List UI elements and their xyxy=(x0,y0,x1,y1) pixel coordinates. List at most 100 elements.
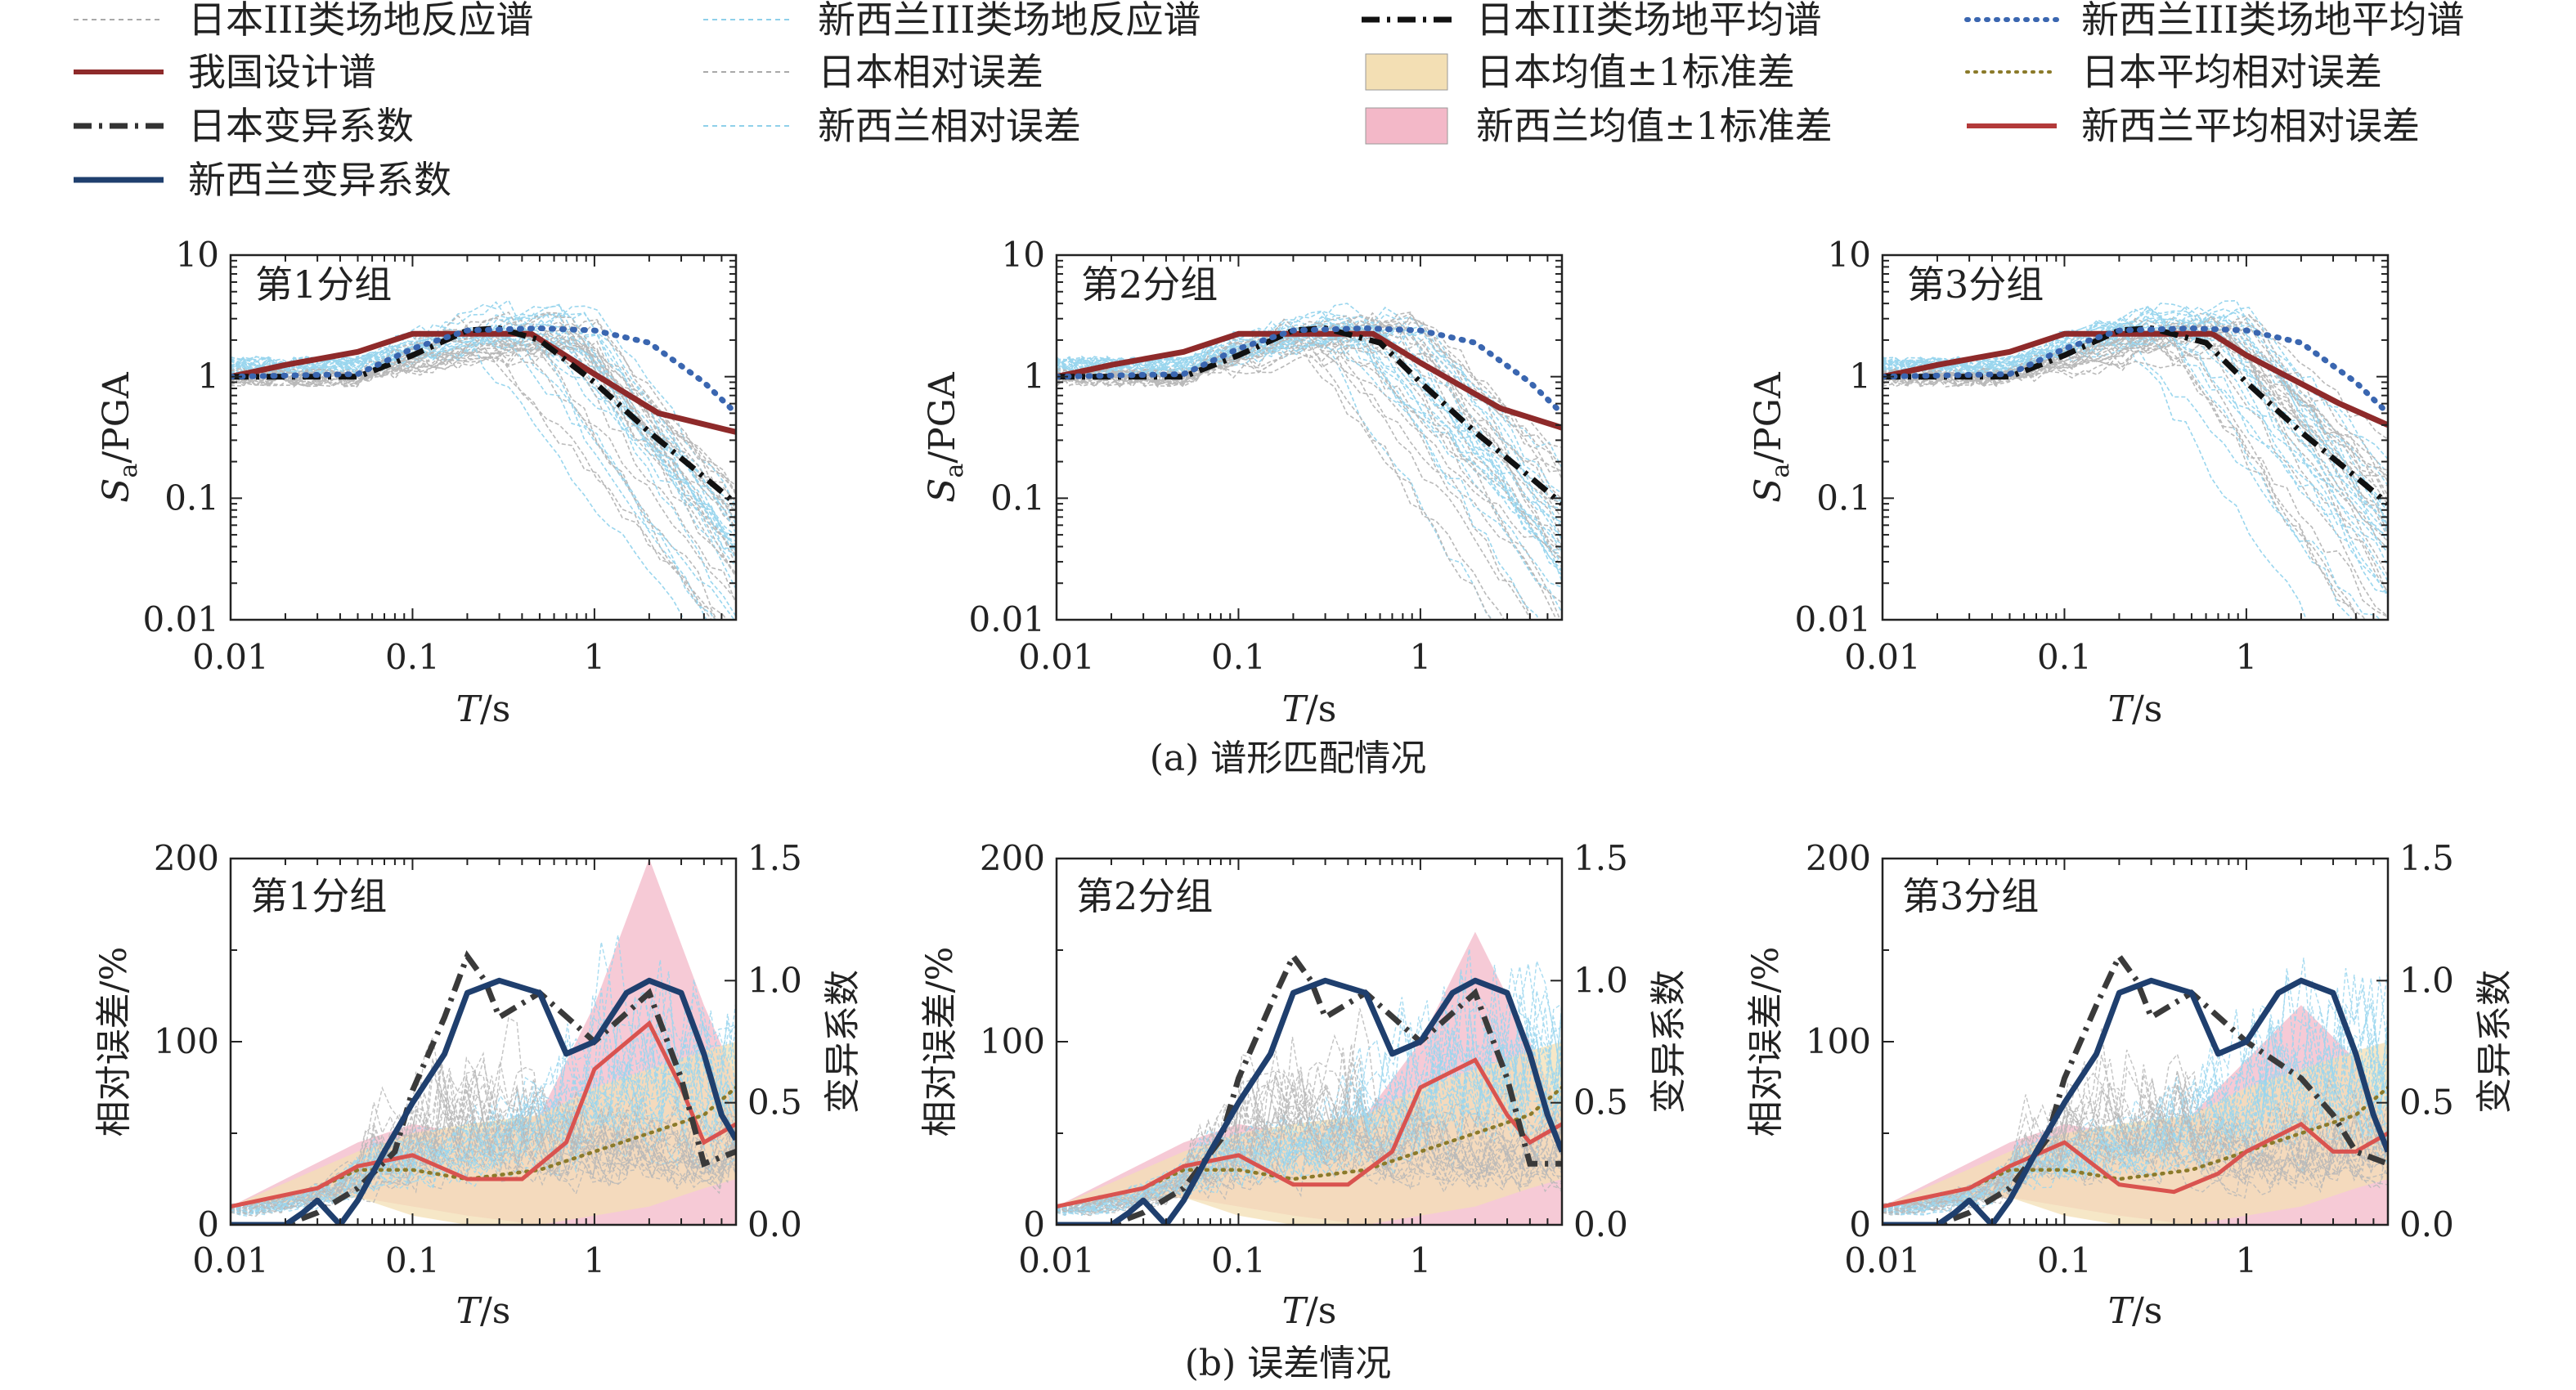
caption-a: (a) 谱形匹配情况 xyxy=(1150,738,1427,779)
jp-record-spectrum xyxy=(231,312,736,530)
legend-label: 日本均值±1标准差 xyxy=(1476,50,1795,94)
x-tick-label: 0.01 xyxy=(192,1240,269,1280)
series-line xyxy=(231,330,736,435)
jp-cov xyxy=(1057,950,1562,1225)
y-tick-label-right: 0.5 xyxy=(747,1083,802,1123)
y-axis-title-right: 变异系数 xyxy=(2474,970,2515,1114)
y-tick-label-left: 100 xyxy=(980,1021,1045,1061)
y-axis-title-left: 相对误差/% xyxy=(919,947,961,1137)
panel-label: 第3分组 xyxy=(1907,262,2044,307)
nz-record-error xyxy=(231,993,736,1213)
panel-spectra-group-3: 0.01 0.1 1 10 0.01 0.1 1 T/s Sa/PGA 第3分组 xyxy=(1748,235,2390,730)
y-axis-title-right: 变异系数 xyxy=(822,970,864,1114)
series-line xyxy=(1883,325,2388,506)
x-tick-label: 1 xyxy=(2236,1240,2258,1280)
legend-label: 新西兰III类场地平均谱 xyxy=(2081,0,2465,42)
series-line xyxy=(1057,325,1562,506)
x-axis-title: T/s xyxy=(456,688,511,730)
plot-area xyxy=(1057,303,1562,620)
jp-record-spectrum xyxy=(1057,316,1562,469)
x-tick-label: 0.1 xyxy=(385,1240,440,1280)
nz-cov xyxy=(1883,977,2388,1225)
jp-record-error xyxy=(231,1091,736,1215)
nz-record-spectrum xyxy=(1883,319,2388,531)
x-tick-label: 1 xyxy=(1410,1240,1432,1280)
nz-record-error xyxy=(231,1022,736,1213)
y-tick-label-left: 100 xyxy=(1806,1021,1871,1061)
y-tick-label-right: 0.0 xyxy=(1573,1204,1628,1244)
jp-record-error xyxy=(1057,1059,1562,1212)
nz-record-error xyxy=(1883,1006,2388,1214)
record-spectra xyxy=(231,299,736,620)
plot-frame xyxy=(1055,253,1564,621)
nz-record-error xyxy=(1057,1012,1562,1212)
jp-record-spectrum xyxy=(231,335,736,486)
legend-label: 日本平均相对误差 xyxy=(2081,50,2382,94)
caption-b: (b) 误差情况 xyxy=(1185,1343,1391,1384)
nz-record-error xyxy=(1057,969,1562,1214)
nz-record-spectrum xyxy=(231,334,736,512)
legend-item-nz_spectra: 新西兰III类场地反应谱 xyxy=(703,0,1201,42)
jp-record-spectrum xyxy=(1883,325,2388,478)
legend-item-jp_mean: 日本III类场地平均谱 xyxy=(1362,0,1822,42)
legend-label: 新西兰平均相对误差 xyxy=(2081,104,2420,148)
plot-area xyxy=(1883,299,2388,620)
panel-spectra-group-2: 0.01 0.1 1 10 0.01 0.1 1 T/s Sa/PGA 第2分组 xyxy=(922,235,1564,730)
nz-record-error xyxy=(1883,1004,2388,1212)
jp-record-error xyxy=(231,1059,736,1212)
nz-record-error xyxy=(1057,990,1562,1211)
nz-record-spectrum xyxy=(1883,319,2381,620)
y-tick-label: 0.1 xyxy=(990,478,1045,518)
y-tick-label: 10 xyxy=(1002,235,1045,275)
y-tick-label: 0.1 xyxy=(1816,478,1871,518)
jp-cov xyxy=(1883,950,2388,1225)
legend-label: 新西兰相对误差 xyxy=(818,104,1081,148)
nz-record-spectrum xyxy=(231,333,736,542)
jp-record-spectrum xyxy=(1057,321,1562,504)
plot-area xyxy=(231,299,736,620)
series-line xyxy=(1057,330,1562,431)
jp-mean-rel-error xyxy=(1883,1085,2388,1208)
nz-record-spectrum xyxy=(231,324,707,620)
nz-record-spectrum xyxy=(231,331,735,620)
legend-label: 新西兰III类场地反应谱 xyxy=(818,0,1201,42)
y-tick-label-right: 1.0 xyxy=(1573,960,1628,1000)
x-axis-title: T/s xyxy=(1282,688,1337,730)
x-axis-title: T/s xyxy=(456,1290,511,1332)
jp-record-spectrum xyxy=(231,334,736,495)
jp-record-spectrum xyxy=(231,312,736,503)
series-line xyxy=(1883,325,2388,416)
jp-record-error xyxy=(1883,1080,2388,1214)
y-axis-title-left: 相对误差/% xyxy=(1745,947,1787,1137)
x-tick-label: 0.01 xyxy=(1844,637,1921,677)
nz-record-spectrum xyxy=(1057,328,1562,509)
nz-record-error xyxy=(1057,1004,1562,1217)
nz-record-error xyxy=(1057,964,1562,1213)
nz-record-error xyxy=(1057,1033,1562,1215)
jp-record-spectrum xyxy=(1057,332,1492,620)
legend-item-nz_cov: 新西兰变异系数 xyxy=(74,158,451,202)
y-tick-label: 1 xyxy=(1023,356,1045,397)
jp-record-spectrum xyxy=(231,325,736,521)
y-tick-label-right: 0.5 xyxy=(2399,1083,2454,1123)
plot-frame xyxy=(1881,253,2390,621)
legend-label: 新西兰变异系数 xyxy=(188,158,451,202)
y-tick-label-right: 0.5 xyxy=(1573,1083,1628,1123)
nz-record-spectrum xyxy=(1057,310,1562,588)
x-tick-label: 0.1 xyxy=(385,637,440,677)
legend-item-nz_band: 新西兰均值±1标准差 xyxy=(1365,104,1833,148)
nz-record-spectrum xyxy=(1057,325,1562,494)
nz-record-spectrum xyxy=(231,336,736,552)
y-tick-label: 0.01 xyxy=(1794,599,1871,639)
record-errors xyxy=(1057,948,1562,1217)
plot-area xyxy=(231,859,736,1225)
x-tick-label: 0.01 xyxy=(1018,1240,1095,1280)
panel-label: 第1分组 xyxy=(255,262,392,307)
jp-record-error xyxy=(1057,1083,1562,1216)
panel-label: 第1分组 xyxy=(250,874,387,918)
legend-item-nz_rel_err: 新西兰相对误差 xyxy=(703,104,1081,148)
legend-swatch-nz_band xyxy=(1365,107,1448,145)
jp-record-error xyxy=(1883,1052,2388,1210)
y-tick-label: 10 xyxy=(1828,235,1871,275)
y-tick-label-right: 0.0 xyxy=(747,1204,802,1244)
